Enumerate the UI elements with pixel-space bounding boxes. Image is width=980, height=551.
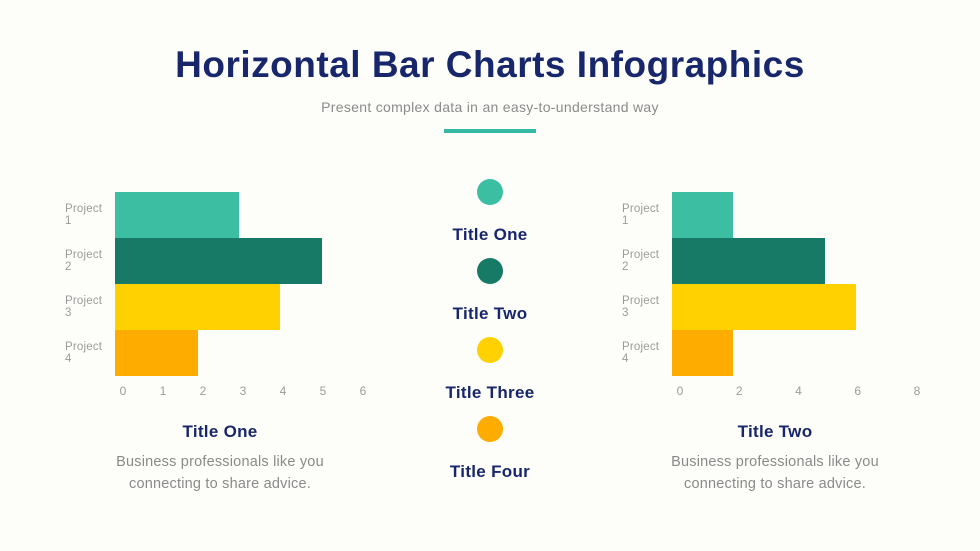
bar-track — [672, 330, 917, 376]
x-tick-label: 8 — [913, 384, 921, 398]
circle-icon — [476, 416, 503, 442]
legend-item: Title Four — [450, 416, 530, 482]
legend-label: Title Four — [449, 462, 531, 481]
bar-track — [672, 284, 917, 330]
caption-text: Business professionals like you connecti… — [671, 454, 879, 492]
caption-title: Title Two — [737, 422, 813, 441]
legend-item: Title One — [452, 179, 527, 245]
bar — [672, 330, 734, 376]
bar-track — [672, 238, 917, 284]
legend-label: Title Two — [452, 304, 528, 323]
bar — [672, 284, 856, 330]
legend-label: Title One — [452, 225, 528, 244]
chart-row: Project 2 — [622, 238, 917, 284]
x-tick-label: 3 — [239, 384, 247, 398]
category-label: Project 3 — [65, 295, 103, 319]
divider-line — [444, 129, 536, 133]
x-axis: 0 2 4 6 8 — [676, 384, 921, 400]
legend: Title One Title Two Title Three Title Four — [428, 179, 552, 482]
circle-icon — [477, 179, 503, 205]
category-label: Project 3 — [622, 295, 660, 319]
chart-row: Project 4 — [65, 330, 363, 376]
bar — [115, 284, 281, 330]
caption-text: Business professionals like you connecti… — [116, 454, 324, 492]
caption-left: Title One Business professionals like yo… — [70, 422, 370, 496]
page-subtitle: Present complex data in an easy-to-under… — [321, 99, 659, 115]
category-label: Project 4 — [622, 341, 660, 365]
bar-track — [115, 330, 363, 376]
circle-icon — [477, 337, 503, 363]
caption-title: Title One — [182, 422, 258, 441]
bar-chart-right: Project 1 Project 2 Project 3 Project 4 0 2 4… — [622, 192, 921, 400]
bar — [672, 192, 734, 238]
legend-item: Title Three — [446, 337, 535, 403]
x-tick-label: 2 — [735, 384, 743, 398]
bar — [115, 238, 322, 284]
chart-row: Project 4 — [622, 330, 917, 376]
chart-rows: Project 1 Project 2 Project 3 Project 4 — [65, 192, 363, 376]
x-tick-label: 2 — [199, 384, 207, 398]
category-label: Project 1 — [622, 203, 660, 227]
chart-row: Project 1 — [622, 192, 917, 238]
x-axis: 0 1 2 3 4 5 6 — [119, 384, 367, 400]
chart-row: Project 1 — [65, 192, 363, 238]
x-tick-label: 6 — [359, 384, 367, 398]
bar — [115, 192, 239, 238]
x-tick-label: 5 — [319, 384, 327, 398]
x-tick-label: 4 — [279, 384, 287, 398]
category-label: Project 2 — [622, 249, 660, 273]
x-tick-label: 4 — [795, 384, 802, 398]
x-tick-label: 1 — [159, 384, 167, 398]
bar — [672, 238, 826, 284]
bar-track — [115, 238, 363, 284]
legend-item: Title Two — [453, 258, 528, 324]
category-label: Project 4 — [65, 341, 103, 365]
category-label: Project 1 — [65, 203, 103, 227]
bar — [115, 330, 198, 376]
circle-icon — [476, 258, 503, 284]
x-tick-label: 0 — [676, 384, 684, 398]
page-title: Horizontal Bar Charts Infographics — [175, 44, 805, 85]
bar-track — [672, 192, 917, 238]
bar-track — [115, 192, 363, 238]
chart-row: Project 3 — [65, 284, 363, 330]
bar-track — [115, 284, 363, 330]
x-tick-label: 0 — [119, 384, 127, 398]
bar-chart-left: Project 1 Project 2 Project 3 Project 4 0 1 2… — [65, 192, 367, 400]
category-label: Project 2 — [65, 249, 103, 273]
chart-row: Project 2 — [65, 238, 363, 284]
legend-label: Title Three — [445, 383, 535, 402]
chart-row: Project 3 — [622, 284, 917, 330]
x-tick-label: 6 — [854, 384, 862, 398]
chart-rows: Project 1 Project 2 Project 3 Project 4 — [622, 192, 917, 376]
caption-right: Title Two Business professionals like yo… — [625, 422, 925, 496]
